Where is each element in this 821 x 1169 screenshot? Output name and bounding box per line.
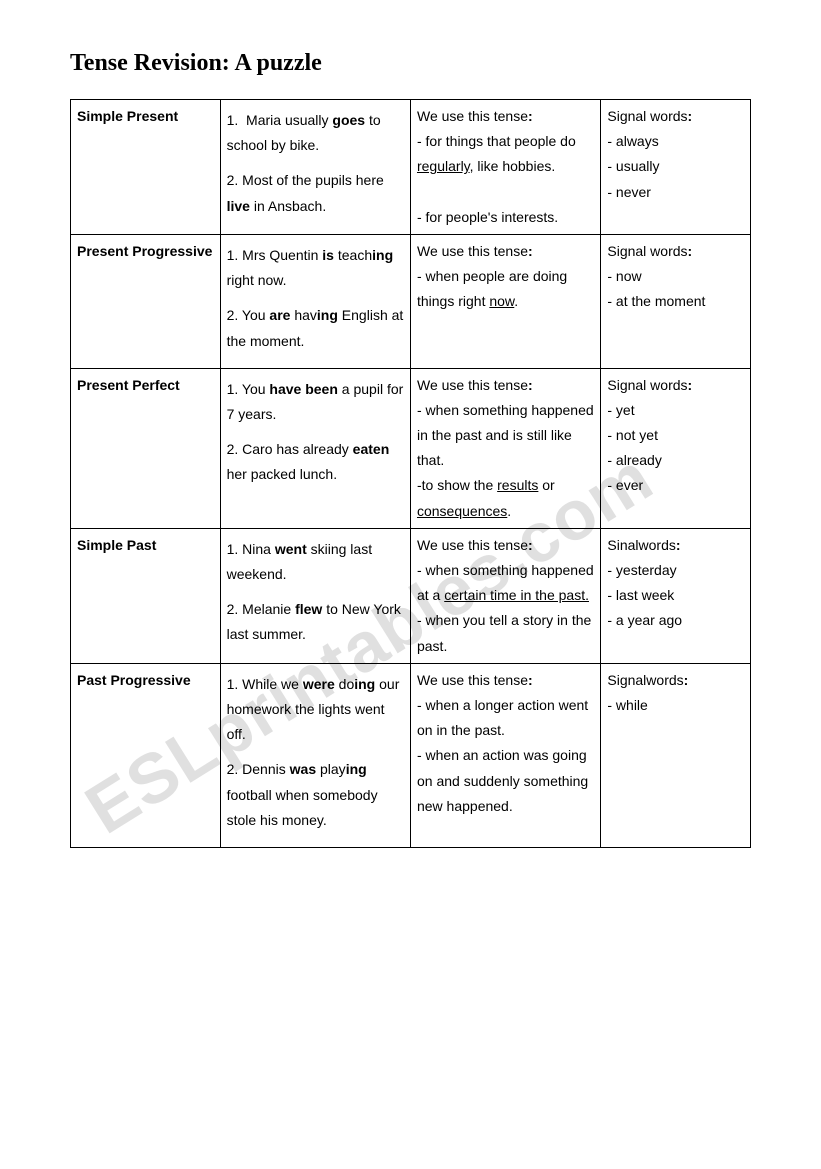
table-row: Simple Past1. Nina went skiing last week…: [71, 528, 751, 663]
page-title: Tense Revision: A puzzle: [70, 50, 751, 77]
tense-table-body: Simple Present1. Maria usually goes to s…: [71, 100, 751, 848]
examples-cell: 1. Mrs Quentin is teaching right now.2. …: [220, 234, 410, 368]
usage-cell: We use this tense:- when something happe…: [410, 528, 600, 663]
tense-table: Simple Present1. Maria usually goes to s…: [70, 99, 751, 848]
tense-name-cell: Past Progressive: [71, 663, 221, 847]
table-row: Simple Present1. Maria usually goes to s…: [71, 100, 751, 235]
signals-cell: Signal words:- always- usually- never: [601, 100, 751, 235]
tense-name-cell: Present Progressive: [71, 234, 221, 368]
signals-cell: Signal words:- now- at the moment: [601, 234, 751, 368]
examples-cell: 1. You have been a pupil for 7 years.2. …: [220, 368, 410, 528]
usage-cell: We use this tense:- when something happe…: [410, 368, 600, 528]
tense-name-cell: Simple Present: [71, 100, 221, 235]
signals-cell: Signalwords:- while: [601, 663, 751, 847]
usage-cell: We use this tense:- when a longer action…: [410, 663, 600, 847]
usage-cell: We use this tense:- for things that peop…: [410, 100, 600, 235]
table-row: Present Perfect1. You have been a pupil …: [71, 368, 751, 528]
table-row: Present Progressive1. Mrs Quentin is tea…: [71, 234, 751, 368]
signals-cell: Sinalwords:- yesterday- last week- a yea…: [601, 528, 751, 663]
signals-cell: Signal words:- yet- not yet- already- ev…: [601, 368, 751, 528]
usage-cell: We use this tense:- when people are doin…: [410, 234, 600, 368]
examples-cell: 1. While we were doing our homework the …: [220, 663, 410, 847]
table-row: Past Progressive1. While we were doing o…: [71, 663, 751, 847]
examples-cell: 1. Maria usually goes to school by bike.…: [220, 100, 410, 235]
tense-name-cell: Simple Past: [71, 528, 221, 663]
examples-cell: 1. Nina went skiing last weekend.2. Mela…: [220, 528, 410, 663]
tense-name-cell: Present Perfect: [71, 368, 221, 528]
